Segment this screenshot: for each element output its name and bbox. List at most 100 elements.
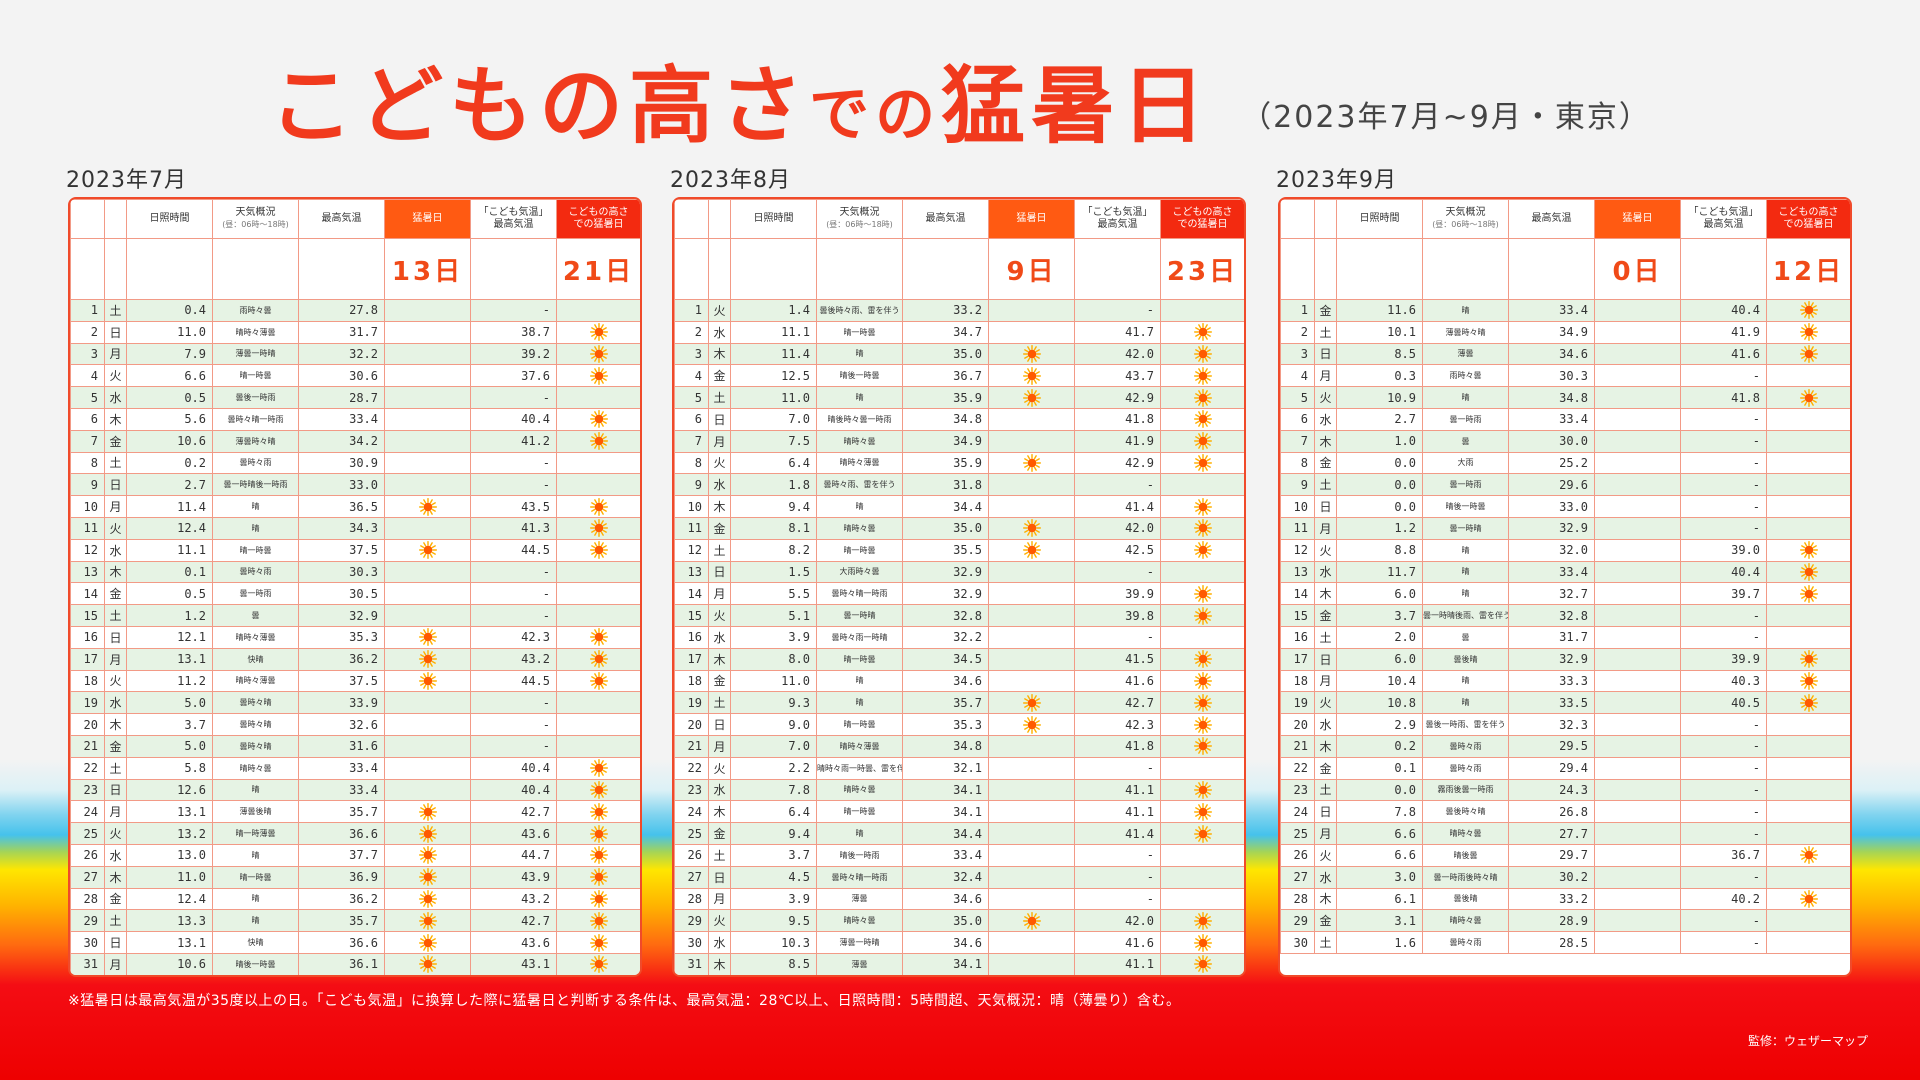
day-cell: 28 [70, 887, 105, 911]
day-cell: 31 [70, 952, 105, 975]
weather-cell: 晴 [1422, 560, 1509, 584]
sun-icon [589, 802, 608, 821]
kids-max-temp-cell: - [1074, 887, 1161, 911]
table-row: 30 水 10.3 薄曇一時晴 34.6 41.6 [674, 931, 1244, 954]
kids-hot-day-cell [1766, 800, 1850, 824]
table-row: 27 日 4.5 曇時々晴一時雨 32.4 - [674, 865, 1244, 889]
weather-cell: 晴一時曇 [212, 364, 299, 388]
hot-day-cell [988, 800, 1075, 824]
kids-max-temp-cell: 40.4 [1680, 560, 1767, 584]
weather-cell: 晴一時曇 [816, 320, 903, 344]
hot-day-cell [384, 713, 471, 736]
kids-hot-day-cell [1160, 931, 1244, 954]
weather-cell: 晴 [212, 778, 299, 802]
kids-max-temp-cell: 41.1 [1074, 800, 1161, 824]
table-row: 12 水 11.1 晴一時曇 37.5 44.5 [70, 538, 640, 562]
table-row: 1 金 11.6 晴 33.4 40.4 [1280, 299, 1850, 322]
weekday-cell: 土 [104, 756, 127, 780]
weekday-cell: 水 [104, 843, 127, 867]
kids-max-temp-cell: 41.1 [1074, 778, 1161, 802]
sun-icon [418, 671, 437, 690]
hot-day-cell [384, 647, 471, 671]
weekday-cell: 月 [1314, 364, 1337, 388]
sun-icon [589, 541, 608, 560]
hot-day-cell [988, 560, 1075, 584]
max-temp-cell: 37.7 [298, 843, 385, 867]
hot-day-cell [1594, 931, 1681, 954]
day-cell: 9 [1280, 473, 1315, 497]
day-cell: 5 [70, 386, 105, 409]
max-temp-cell: 32.6 [298, 713, 385, 736]
weather-cell: 晴 [212, 909, 299, 933]
header-dow [708, 199, 731, 239]
hot-day-cell [1594, 909, 1681, 933]
max-temp-cell: 25.2 [1508, 451, 1595, 475]
kids-hot-day-cell [1160, 887, 1244, 911]
weather-cell: 晴一時曇 [816, 538, 903, 562]
kids-hot-day-cell [1766, 364, 1850, 388]
weather-cell: 雨時々曇 [212, 299, 299, 322]
header-sunshine-label: 日照時間 [753, 212, 794, 224]
sunshine-cell: 0.3 [1336, 364, 1423, 388]
kids-max-temp-cell: - [1680, 604, 1767, 627]
weekday-cell: 水 [104, 386, 127, 409]
weather-cell: 晴 [816, 342, 903, 366]
table-row: 29 火 9.5 晴時々曇 35.0 42.0 [674, 909, 1244, 933]
header-max-temp: 最高気温 [1508, 199, 1595, 239]
kids-max-temp-cell: - [1074, 473, 1161, 497]
sunshine-cell: 2.0 [1336, 625, 1423, 649]
day-cell: 12 [674, 538, 709, 562]
day-cell: 25 [70, 822, 105, 845]
day-cell: 26 [674, 843, 709, 867]
sunshine-cell: 5.1 [730, 604, 817, 627]
weather-cell: 薄曇時々晴 [212, 429, 299, 453]
weather-cell: 薄曇 [816, 952, 903, 975]
max-temp-cell: 34.7 [902, 320, 989, 344]
table-row: 22 土 5.8 晴時々曇 33.4 40.4 [70, 756, 640, 780]
kids-hot-day-cell [556, 734, 640, 758]
kids-max-temp-cell: - [470, 299, 557, 322]
day-cell: 8 [70, 451, 105, 475]
hot-day-cell [384, 669, 471, 693]
kids-hot-day-cell [1766, 299, 1850, 322]
kids-hot-day-cell [556, 320, 640, 344]
sun-icon [418, 628, 437, 647]
max-temp-cell: 30.2 [1508, 865, 1595, 889]
kids-hot-day-cell [1160, 407, 1244, 431]
sunshine-cell: 11.0 [730, 386, 817, 409]
max-temp-cell: 34.8 [1508, 386, 1595, 409]
sunshine-cell: 13.1 [126, 647, 213, 671]
day-cell: 26 [1280, 843, 1315, 867]
sunshine-cell: 7.9 [126, 342, 213, 366]
kids-max-temp-cell: 41.8 [1680, 386, 1767, 409]
weekday-cell: 土 [1314, 931, 1337, 954]
max-temp-cell: 34.3 [298, 516, 385, 540]
hot-day-cell [988, 495, 1075, 518]
hot-day-cell [384, 386, 471, 409]
footnote: ※猛暑日は最高気温が35度以上の日。「こども気温」に換算した際に猛暑日と判断する… [68, 993, 1181, 1009]
weather-cell: 晴時々薄曇 [212, 669, 299, 693]
kids-max-temp-cell: - [1680, 800, 1767, 824]
hot-day-cell [1594, 560, 1681, 584]
weekday-cell: 日 [104, 931, 127, 954]
day-cell: 28 [1280, 887, 1315, 911]
header-sunshine-label: 日照時間 [149, 212, 190, 224]
weather-cell: 曇時々晴一時雨 [816, 582, 903, 606]
header-hot-day: 猛暑日 [384, 199, 471, 239]
hot-day-cell [988, 734, 1075, 758]
kids-hot-day-cell [1160, 691, 1244, 715]
weekday-cell: 土 [1314, 778, 1337, 802]
header-row: 日照時間 天気概況 (昼：06時～18時) 最高気温 猛暑日 「こども気温」 最高気温 こども… [1280, 199, 1850, 239]
sunshine-cell: 10.3 [730, 931, 817, 954]
kids-max-temp-cell: 44.7 [470, 843, 557, 867]
kids-max-temp-cell: - [1074, 843, 1161, 867]
weekday-cell: 木 [104, 407, 127, 431]
hot-day-cell [384, 407, 471, 431]
table-row: 8 火 6.4 晴時々薄曇 35.9 42.9 [674, 451, 1244, 475]
weather-cell: 晴 [212, 843, 299, 867]
hot-day-cell [988, 669, 1075, 693]
kids-hot-day-cell [556, 887, 640, 911]
sun-icon [1193, 955, 1212, 974]
day-cell: 20 [70, 713, 105, 736]
kids-max-temp-cell: - [1074, 756, 1161, 780]
